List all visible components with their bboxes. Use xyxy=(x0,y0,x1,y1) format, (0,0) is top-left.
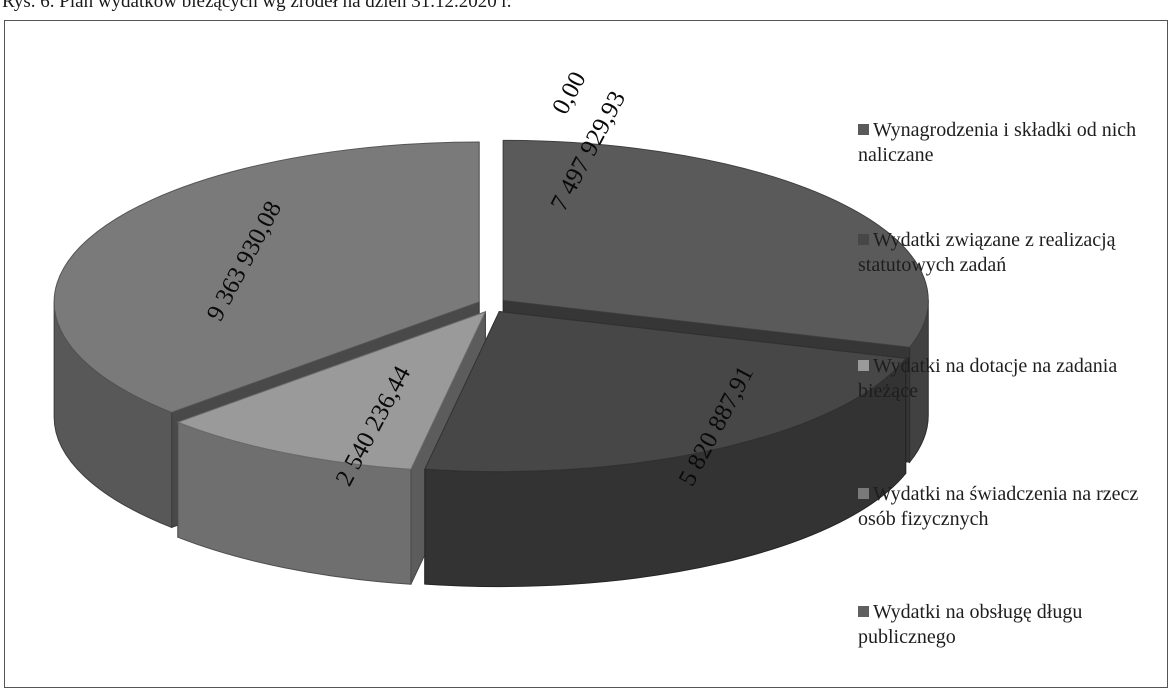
pie-slice-dotacje xyxy=(176,310,487,470)
chart-caption: Rys. 6. Plan wydatków bieżących wg źróde… xyxy=(2,0,512,12)
legend-item-statutowe: Wydatki związane z realizacją statutowyc… xyxy=(858,228,1168,278)
pie-zero-slice-gap xyxy=(486,135,498,305)
legend-item-dotacje: Wydatki na dotacje na zadania bieżące xyxy=(858,354,1168,404)
legend-item-wynagrodzenia: Wynagrodzenia i składki od nich naliczan… xyxy=(858,118,1168,168)
legend-label-swiadczenia: Wydatki na świadczenia na rzecz osób fiz… xyxy=(858,483,1139,530)
pie-slice-statutowe xyxy=(424,311,907,473)
legend-item-swiadczenia: Wydatki na świadczenia na rzecz osób fiz… xyxy=(858,482,1168,532)
legend-swatch-dlug xyxy=(858,606,869,617)
legend-label-statutowe: Wydatki związane z realizacją statutowyc… xyxy=(858,229,1116,276)
legend-label-dotacje: Wydatki na dotacje na zadania bieżące xyxy=(858,355,1118,402)
legend-label-dlug: Wydatki na obsługę długu publicznego xyxy=(858,601,1083,648)
pie-slice-wynagrodzenia xyxy=(502,139,929,348)
legend-label-wynagrodzenia: Wynagrodzenia i składki od nich naliczan… xyxy=(858,119,1137,166)
legend-swatch-statutowe xyxy=(858,234,869,245)
legend-item-dlug: Wydatki na obsługę długu publicznego xyxy=(858,600,1168,650)
data-label-dlug: 0,00 xyxy=(547,68,591,119)
legend-swatch-wynagrodzenia xyxy=(858,124,869,135)
legend-swatch-dotacje xyxy=(858,360,869,371)
legend-swatch-swiadczenia xyxy=(858,488,869,499)
pie-slice-swiadczenia xyxy=(53,141,480,413)
